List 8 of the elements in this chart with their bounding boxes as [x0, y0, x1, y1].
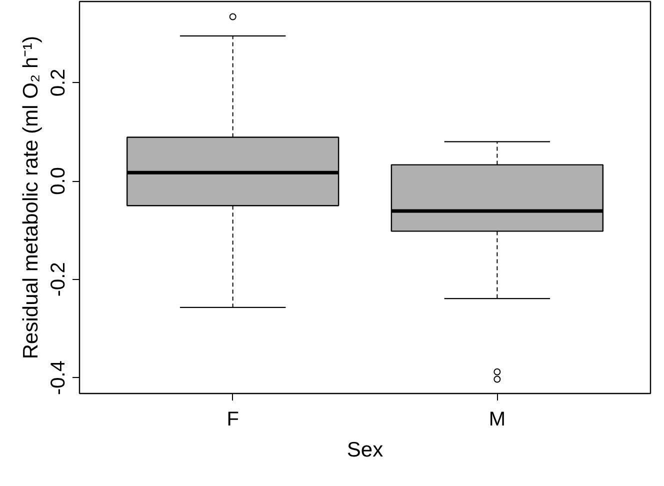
y-tick-label: 0.2	[48, 68, 70, 97]
y-tick-label: -0.4	[48, 360, 70, 395]
y-axis-title: Residual metabolic rate (ml O₂ h⁻¹)	[20, 36, 42, 360]
x-axis-title: Sex	[346, 438, 384, 462]
x-tick-label: F	[226, 408, 239, 430]
x-tick-label: M	[488, 408, 506, 430]
y-tick-label: -0.2	[48, 262, 70, 297]
y-tick-label: 0.0	[48, 167, 70, 195]
